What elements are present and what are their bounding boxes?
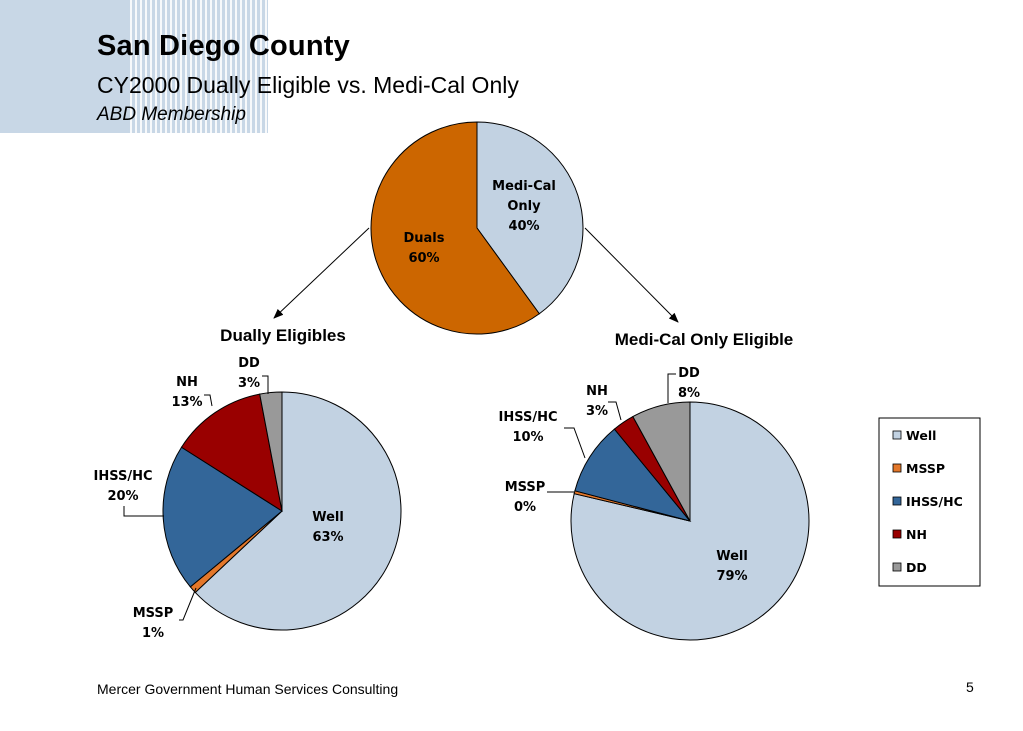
medical-slice-well <box>570 401 810 641</box>
medical-leader-ihss-hc <box>564 427 586 459</box>
medical-label-nh: NH 3% <box>586 384 608 419</box>
medi-cal-only-pie-chart: Medi-Cal Only Eligible Well 79% MSSP 0% IHSS/… <box>498 330 810 641</box>
medical-slice-dd <box>632 401 691 522</box>
legend-swatch-ihss-hc <box>892 496 902 506</box>
footer-company: Mercer Government Human Services Consult… <box>97 681 399 697</box>
legend-label-mssp: MSSP <box>906 461 945 476</box>
medical-label-ihss-hc: IHSS/HC 10% <box>498 410 557 445</box>
legend-label-nh: NH <box>906 527 927 542</box>
dually-slice-ihss-hc <box>162 446 283 588</box>
legend-swatch-well <box>892 430 902 440</box>
dually-label-dd: DD 3% <box>238 356 260 391</box>
dually-leader-dd <box>262 375 269 394</box>
legend-swatch-nh <box>892 529 902 539</box>
dually-label-well: Well 63% <box>312 510 344 545</box>
top-pie-chart: Medi-Cal Only 40% Duals 60% <box>370 121 584 335</box>
medical-leader-nh <box>608 401 622 421</box>
top-slice-medi-cal-only <box>476 121 584 315</box>
dually-slice-well <box>194 391 402 631</box>
dually-slice-nh <box>180 393 283 513</box>
medical-slice-ihss-hc <box>574 428 692 522</box>
dually-slice-dd <box>259 391 283 512</box>
medical-label-well: Well 79% <box>716 549 748 584</box>
arrow-to-dually-eligibles <box>273 227 370 319</box>
medical-label-dd: DD 8% <box>678 366 700 401</box>
legend-label-well: Well <box>906 428 936 443</box>
connector-arrows <box>273 227 679 323</box>
page-title: San Diego County <box>97 30 350 62</box>
chart-legend: Well MSSP IHSS/HC NH DD <box>878 417 981 587</box>
medical-leader-dd <box>667 373 676 403</box>
arrow-to-medi-cal-only <box>584 227 679 323</box>
dually-leader-nh <box>204 394 213 407</box>
top-slice-duals <box>370 121 541 335</box>
dually-label-ihss-hc: IHSS/HC 20% <box>93 469 152 504</box>
medi-cal-only-title: Medi-Cal Only Eligible <box>615 330 794 349</box>
legend-label-ihss-hc: IHSS/HC <box>906 494 963 509</box>
dually-eligibles-pie-chart: Dually Eligibles Well 63% MSSP 1% IHSS/HC 20% N… <box>93 326 402 641</box>
top-label-medi-cal-only: Medi-Cal Only 40% <box>492 179 556 234</box>
dually-label-mssp: MSSP 1% <box>133 606 174 641</box>
footer-page-number: 5 <box>966 679 974 695</box>
corner-stripes <box>130 0 268 133</box>
legend-label-dd: DD <box>906 560 927 575</box>
medical-label-mssp: MSSP 0% <box>505 480 546 515</box>
top-label-duals: Duals 60% <box>403 231 444 266</box>
dually-label-nh: NH 13% <box>171 375 202 410</box>
dually-leader-ihss-hc <box>123 506 164 517</box>
legend-swatch-mssp <box>892 463 902 473</box>
dually-leader-mssp <box>179 587 197 621</box>
page-subtitle: CY2000 Dually Eligible vs. Medi-Cal Only <box>97 72 519 98</box>
corner-decoration <box>0 0 268 133</box>
dually-eligibles-title: Dually Eligibles <box>220 326 346 345</box>
legend-swatch-dd <box>892 562 902 572</box>
page-subtitle-italic: ABD Membership <box>97 104 246 125</box>
